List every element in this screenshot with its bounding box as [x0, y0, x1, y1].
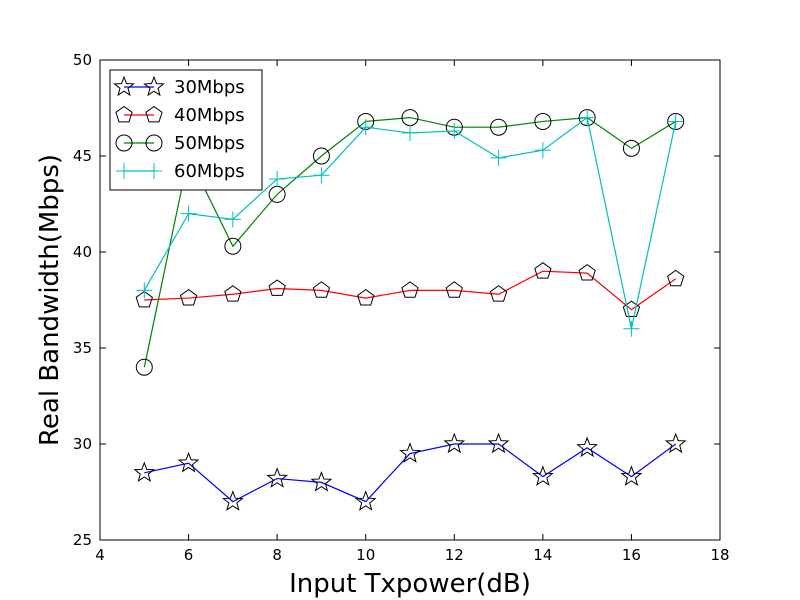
legend-marker-right — [145, 105, 163, 123]
data-point-marker — [177, 451, 200, 473]
data-point-marker — [487, 432, 510, 454]
data-point-marker — [224, 285, 242, 302]
data-point-marker — [578, 264, 596, 281]
x-tick-label: 14 — [533, 546, 552, 564]
y-tick-label: 45 — [73, 147, 92, 165]
data-point-marker — [313, 167, 330, 184]
data-point-marker — [443, 432, 466, 454]
y-tick-label: 25 — [73, 531, 92, 549]
data-point-marker — [667, 269, 685, 287]
series-40Mbps — [135, 262, 685, 317]
data-point-marker — [399, 442, 421, 463]
data-point-marker — [224, 211, 241, 228]
x-axis-title: Input Txpower(dB) — [289, 569, 531, 599]
data-point-marker — [664, 432, 687, 454]
data-point-marker — [534, 112, 552, 130]
data-point-marker — [312, 281, 331, 298]
data-point-marker — [534, 262, 552, 279]
data-point-marker — [489, 285, 508, 302]
series-30Mbps — [133, 432, 687, 511]
data-point-marker — [620, 465, 643, 486]
legend-marker-right — [146, 163, 162, 179]
legend-entry: 60Mbps — [116, 161, 245, 182]
data-point-marker — [221, 490, 244, 511]
y-tick-label: 30 — [73, 435, 92, 453]
data-point-marker — [446, 123, 463, 140]
legend-marker-right — [145, 134, 163, 152]
data-point-marker — [266, 467, 289, 488]
plot-frame — [99, 59, 721, 541]
data-point-marker — [133, 461, 156, 483]
data-point-marker — [490, 118, 508, 136]
data-point-marker — [357, 119, 374, 136]
x-tick-label: 10 — [356, 546, 375, 564]
axis-ticks: 4 6 8 10 12 14 16 18 25 30 35 40 45 50 — [73, 51, 730, 564]
x-tick-label: 4 — [95, 546, 105, 564]
data-point-marker — [269, 171, 286, 188]
data-point-marker — [531, 465, 554, 486]
data-point-marker — [667, 113, 684, 130]
y-tick-label: 35 — [73, 339, 92, 357]
x-tick-label: 6 — [184, 546, 194, 564]
series-60Mbps — [136, 109, 684, 337]
legend-label: 60Mbps — [174, 161, 245, 182]
data-point-marker — [357, 288, 375, 306]
data-point-marker — [310, 470, 333, 492]
data-point-marker — [135, 290, 153, 308]
x-tick-label: 8 — [272, 546, 282, 564]
data-point-marker — [623, 320, 640, 337]
legend-entry: 30Mbps — [113, 75, 245, 98]
legend-label: 30Mbps — [174, 77, 245, 98]
legend-marker-left — [113, 75, 135, 97]
data-point-marker — [622, 300, 641, 317]
y-axis-title: Real Bandwidth(Mbps) — [35, 154, 65, 446]
legend-entry: 50Mbps — [115, 133, 245, 154]
x-tick-label: 12 — [445, 546, 464, 564]
data-point-marker — [490, 149, 507, 166]
data-point-marker — [179, 288, 198, 306]
data-point-marker — [622, 139, 640, 157]
series-layer — [133, 109, 687, 511]
legend-box — [109, 69, 263, 191]
data-point-marker — [136, 282, 153, 299]
data-point-marker — [268, 279, 286, 296]
data-point-marker — [224, 237, 242, 255]
legend-marker-left — [116, 163, 132, 179]
legend-marker-left — [115, 105, 133, 123]
data-point-marker — [576, 436, 599, 458]
legend-marker-left — [115, 134, 133, 152]
x-tick-label: 18 — [710, 546, 729, 564]
data-point-marker — [401, 281, 419, 298]
legend-marker-right — [143, 75, 165, 97]
series-line — [144, 443, 677, 503]
data-point-marker — [579, 109, 596, 126]
y-tick-label: 50 — [73, 51, 92, 69]
data-point-marker — [354, 490, 377, 511]
x-tick-label: 16 — [622, 546, 641, 564]
legend: 30Mbps 40Mbps 50Mbps 60Mbps — [109, 69, 263, 191]
series-line — [144, 270, 677, 311]
data-point-marker — [180, 205, 197, 222]
legend-entry: 40Mbps — [115, 105, 245, 126]
data-point-marker — [312, 147, 330, 165]
legend-label: 50Mbps — [174, 133, 245, 154]
data-point-marker — [445, 281, 463, 298]
data-point-marker — [402, 124, 418, 141]
data-point-marker — [135, 358, 153, 376]
data-point-marker — [534, 142, 551, 159]
legend-label: 40Mbps — [174, 105, 245, 126]
y-tick-label: 40 — [73, 243, 92, 261]
